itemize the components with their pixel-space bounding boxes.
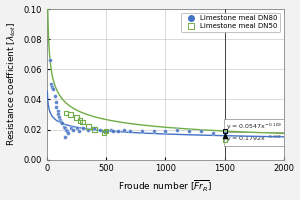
Point <box>53 101 58 104</box>
Point <box>61 125 66 128</box>
Point <box>86 128 91 131</box>
Point <box>222 131 227 134</box>
Point <box>187 129 192 133</box>
Point <box>58 119 62 122</box>
Text: y = 0.1792x$^{-0.307}$: y = 0.1792x$^{-0.307}$ <box>226 133 282 144</box>
Point <box>76 129 81 133</box>
Point <box>80 120 85 124</box>
Point <box>50 86 55 89</box>
Text: y = 0.0547x$^{-0.169}$: y = 0.0547x$^{-0.169}$ <box>226 121 282 132</box>
Point <box>59 120 64 124</box>
Point <box>80 126 85 130</box>
Point <box>104 129 109 133</box>
Point <box>56 113 61 116</box>
Point <box>47 59 52 62</box>
Point <box>98 128 103 131</box>
Point <box>104 129 109 133</box>
Legend: Limestone meal DN80, Limestone meal DN50: Limestone meal DN80, Limestone meal DN50 <box>182 13 280 32</box>
Y-axis label: Resistance coefficient [$\lambda_{tot}$]: Resistance coefficient [$\lambda_{tot}$] <box>6 22 18 146</box>
Point <box>199 129 203 133</box>
Point <box>74 116 79 119</box>
Point <box>175 128 180 131</box>
Point <box>65 129 70 133</box>
Point <box>68 126 73 130</box>
Point <box>54 105 59 109</box>
Point <box>63 135 68 139</box>
Point <box>109 128 113 131</box>
Point <box>74 126 79 130</box>
Point <box>60 122 65 125</box>
Point <box>116 129 121 133</box>
Point <box>64 111 68 115</box>
Point <box>101 131 106 134</box>
Point <box>51 87 56 90</box>
Point <box>140 129 144 133</box>
Point <box>163 129 168 133</box>
Point <box>101 129 106 133</box>
Point <box>66 131 71 134</box>
Point <box>49 83 53 86</box>
Point <box>64 128 68 131</box>
Point <box>68 113 73 116</box>
Point <box>86 125 91 128</box>
Point <box>56 116 61 119</box>
Point <box>151 129 156 133</box>
Point <box>78 119 82 122</box>
Point <box>62 126 67 130</box>
Point <box>55 110 60 113</box>
Point <box>128 129 132 133</box>
Point <box>211 131 215 134</box>
Point <box>92 128 97 131</box>
Point <box>70 128 75 131</box>
Point <box>111 129 116 133</box>
X-axis label: Froude number [$\overline{Fr_R}$]: Froude number [$\overline{Fr_R}$] <box>118 179 212 194</box>
Point <box>122 128 126 131</box>
Point <box>222 138 227 142</box>
Point <box>52 95 57 98</box>
Point <box>92 126 97 130</box>
